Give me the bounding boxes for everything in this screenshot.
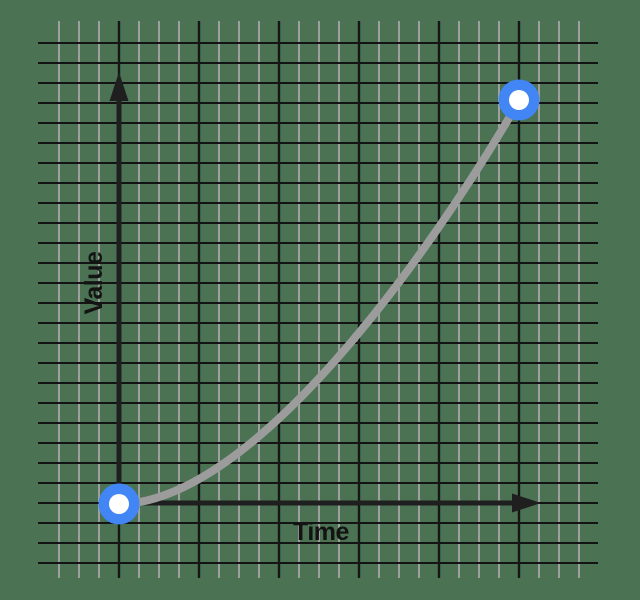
start-point-inner-circle	[109, 494, 129, 514]
y-axis	[109, 72, 129, 503]
grid	[38, 21, 598, 578]
end-point-handle[interactable]	[498, 79, 540, 121]
y-axis-arrowhead-icon	[109, 72, 129, 101]
easing-curve	[115, 97, 523, 508]
x-axis	[119, 493, 541, 513]
end-point-inner-circle	[509, 90, 529, 110]
y-axis-label: Value	[80, 251, 108, 314]
x-axis-arrowhead-icon	[512, 493, 541, 513]
x-axis-label: Time	[293, 518, 349, 546]
start-point-handle[interactable]	[98, 483, 140, 525]
